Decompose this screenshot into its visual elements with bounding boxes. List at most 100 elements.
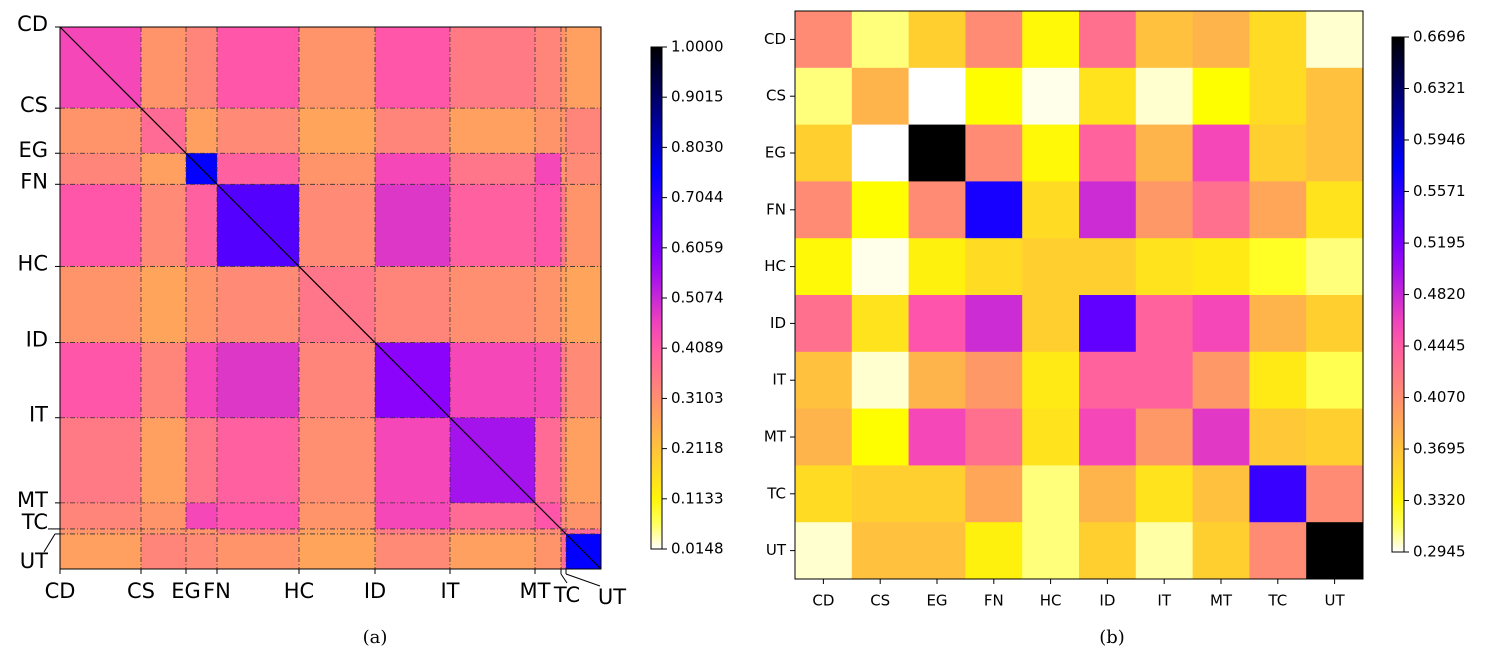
heatmap-cell: [450, 108, 536, 154]
heatmap-cell: [1249, 181, 1307, 239]
colorbar-tick-label: 0.8030: [671, 138, 724, 156]
heatmap-cell: [141, 27, 187, 109]
x-tick-label: FN: [984, 592, 1004, 610]
heatmap-cell: [186, 502, 218, 530]
heatmap-cell: [217, 153, 300, 185]
y-tick-label: ID: [770, 314, 786, 332]
colorbar-tick-label: 0.3695: [1413, 440, 1466, 458]
x-tick-label: ID: [364, 579, 386, 603]
heatmap-cell: [299, 342, 376, 419]
heatmap-cell: [535, 342, 562, 419]
heatmap-cell: [217, 528, 300, 535]
x-tick-label: CD: [45, 579, 76, 603]
heatmap-cell: [851, 295, 909, 353]
x-tick-label: HC: [284, 579, 314, 603]
heatmap-cell: [535, 184, 562, 267]
heatmap-cell: [141, 533, 187, 570]
heatmap-cell: [1249, 124, 1307, 182]
heatmap-cell: [566, 27, 602, 109]
heatmap-cell: [141, 266, 187, 343]
y-tick-label: CS: [766, 87, 786, 105]
heatmap-cell: [1249, 238, 1307, 296]
x-tick-label: UT: [1325, 592, 1346, 610]
colorbar-tick-label: 0.6696: [1413, 28, 1466, 46]
heatmap-cell: [795, 408, 853, 466]
heatmap-cell: [1079, 238, 1137, 296]
heatmap-cell: [535, 417, 562, 504]
heatmap-cell: [561, 502, 567, 530]
heatmap-cell: [186, 528, 218, 535]
y-tick-label: MT: [764, 428, 787, 446]
heatmap-cell: [1079, 465, 1137, 523]
heatmap-cell: [851, 11, 909, 69]
caption: (a): [363, 627, 388, 648]
heatmap-cell: [299, 108, 376, 154]
heatmap-cell: [1022, 67, 1080, 125]
heatmap-cell: [1022, 181, 1080, 239]
heatmap-cell: [908, 124, 966, 182]
y-tick-label: TC: [21, 510, 48, 534]
heatmap-cell: [60, 417, 142, 504]
heatmap-cell: [1192, 522, 1250, 580]
y-tick-label: IT: [772, 371, 786, 389]
heatmap-cell: [1135, 67, 1193, 125]
heatmap-cell: [375, 417, 451, 504]
heatmap-cell: [450, 153, 536, 185]
heatmap-cell: [1306, 351, 1364, 409]
heatmap-cell: [535, 108, 562, 154]
heatmap-cell: [795, 124, 853, 182]
heatmap-cell: [60, 153, 142, 185]
leader: [43, 533, 56, 553]
heatmap-cell: [851, 408, 909, 466]
heatmap-cell: [1306, 465, 1364, 523]
colorbar-tick-label: 0.5946: [1413, 130, 1466, 148]
colorbar-tick-label: 0.2118: [671, 439, 724, 457]
heatmap-cell: [60, 184, 142, 267]
heatmap-cell: [141, 184, 187, 267]
y-tick-label: HC: [764, 257, 786, 275]
x-tick-label: HC: [1040, 592, 1062, 610]
x-tick-label: UT: [598, 585, 626, 609]
x-tick-label: MT: [520, 579, 551, 603]
heatmap-cell: [141, 153, 187, 185]
heatmap-cell: [450, 502, 536, 530]
heatmap-cell: [60, 108, 142, 154]
heatmap-cell: [965, 11, 1023, 69]
heatmap-cell: [1135, 11, 1193, 69]
heatmap-cell: [1306, 11, 1364, 69]
heatmap-cell: [965, 295, 1023, 353]
heatmap-cell: [851, 124, 909, 182]
heatmap-cell: [217, 266, 300, 343]
heatmap-cell: [1079, 67, 1137, 125]
heatmap-cell: [795, 295, 853, 353]
x-tick-label: MT: [1210, 592, 1233, 610]
colorbar-tick-label: 0.7044: [671, 188, 724, 206]
colorbar-tick-label: 0.4820: [1413, 285, 1466, 303]
y-tick-label: TC: [766, 484, 786, 502]
heatmap-cell: [908, 522, 966, 580]
heatmap-cell: [561, 108, 567, 154]
heatmap-cell: [965, 522, 1023, 580]
colorbar-tick-label: 0.5074: [671, 289, 724, 307]
heatmap-cell: [965, 351, 1023, 409]
heatmap-cell: [795, 11, 853, 69]
colorbar-tick-label: 0.0148: [671, 540, 724, 558]
heatmap-cell: [1192, 351, 1250, 409]
heatmap-cell: [1135, 124, 1193, 182]
colorbar-tick-label: 1.0000: [671, 38, 724, 56]
heatmap-cell: [535, 528, 562, 535]
heatmap-cell: [1249, 67, 1307, 125]
heatmap-cell: [375, 108, 451, 154]
heatmap-cell: [60, 528, 142, 535]
heatmap-cell: [1135, 295, 1193, 353]
heatmap-cell: [299, 153, 376, 185]
y-tick-label: CD: [17, 12, 48, 36]
heatmap-cell: [535, 27, 562, 109]
heatmap-cell: [375, 528, 451, 535]
heatmap-cell: [561, 27, 567, 109]
y-tick-label: FN: [766, 200, 786, 218]
heatmap-cell: [1022, 295, 1080, 353]
heatmap-cell: [566, 184, 602, 267]
caption: (b): [1099, 627, 1125, 648]
heatmap-cell: [908, 465, 966, 523]
